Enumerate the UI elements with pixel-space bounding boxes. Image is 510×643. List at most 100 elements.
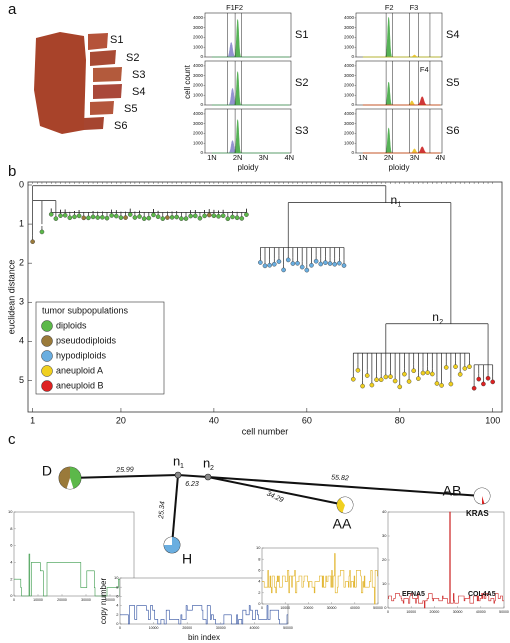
y-axis-label: euclidean distance xyxy=(6,260,16,335)
clone-slice xyxy=(342,497,353,513)
leaf xyxy=(211,213,217,219)
leaf xyxy=(39,229,45,235)
leaf xyxy=(48,212,54,217)
histogram-frame xyxy=(355,12,443,58)
x-tick-label: 30000 xyxy=(216,626,226,630)
histogram-frame xyxy=(355,108,443,154)
leaf xyxy=(448,381,454,387)
leaf xyxy=(225,216,231,222)
leaf xyxy=(281,267,286,273)
y-tick-label: 10 xyxy=(8,509,13,514)
y-tick-label: 4000 xyxy=(344,63,355,68)
clone-slice xyxy=(336,498,345,513)
tree-edge xyxy=(171,474,179,546)
y-tick-label: 10 xyxy=(114,575,119,580)
y-tick-label: 1000 xyxy=(193,140,204,145)
leaf xyxy=(481,381,486,387)
y-tick-label: 10 xyxy=(256,545,261,550)
legend-box xyxy=(35,301,165,395)
histogram-peak xyxy=(211,42,290,58)
histogram-peak xyxy=(362,81,441,106)
fraction-label: F2 xyxy=(234,3,243,12)
leaf xyxy=(174,214,180,220)
x-tick-label: 30000 xyxy=(81,598,91,602)
section-label: S3 xyxy=(132,69,145,81)
leaf xyxy=(397,384,403,390)
leaf xyxy=(239,216,245,221)
leaf xyxy=(113,213,119,219)
x-tick-label: 10000 xyxy=(406,610,416,614)
leaf xyxy=(350,376,356,382)
y-tick-label: 20 xyxy=(382,557,387,562)
copy-number-trace xyxy=(262,553,378,605)
x-tick-label: 30000 xyxy=(327,606,337,610)
y-axis-label: copy number xyxy=(99,578,108,625)
copy-number-trace xyxy=(388,511,504,609)
histogram-peak xyxy=(211,140,290,154)
x-tick-label: 2N xyxy=(233,153,243,162)
x-axis-label: bin index xyxy=(188,633,220,642)
y-tick-label: 10 xyxy=(382,581,387,586)
y-tick-label: 4000 xyxy=(344,15,355,20)
leaf xyxy=(309,263,314,268)
x-tick-label: 50000 xyxy=(499,610,509,614)
x-tick-label: 0 xyxy=(387,610,389,614)
leaf xyxy=(383,374,389,380)
histogram-peak xyxy=(211,71,290,106)
leaf xyxy=(76,213,82,219)
histogram-peak xyxy=(211,119,290,154)
y-tick-label: 8 xyxy=(116,584,119,589)
leaf xyxy=(151,212,156,218)
clone-slice xyxy=(70,467,81,489)
y-tick-label: 2 xyxy=(19,258,24,268)
y-tick-label: 1000 xyxy=(193,92,204,97)
tree-edge xyxy=(177,474,209,478)
x-tick-label: 20000 xyxy=(304,606,314,610)
leaf xyxy=(169,215,175,220)
leaf xyxy=(485,375,491,381)
y-tick-label: 4000 xyxy=(344,111,355,116)
x-tick-label: 50000 xyxy=(373,606,383,610)
gene-label: COL4A5 xyxy=(468,591,496,598)
leaf xyxy=(462,366,468,371)
histogram-peak xyxy=(362,54,441,58)
y-tick-label: 2000 xyxy=(193,83,204,88)
leaf xyxy=(197,215,203,221)
copy-number-trace xyxy=(120,605,288,625)
leaf xyxy=(434,381,440,386)
leaf xyxy=(244,212,249,217)
node-label: n xyxy=(390,193,397,207)
y-tick-label: 30 xyxy=(382,533,387,538)
x-tick-label: 100 xyxy=(485,415,500,425)
x-tick-label: 80 xyxy=(395,415,405,425)
tree-edge xyxy=(207,476,483,497)
clone-slice xyxy=(66,478,74,490)
leaf xyxy=(104,215,110,221)
gene-label: KRAS xyxy=(466,509,489,518)
tissue-slice xyxy=(93,67,122,82)
legend-label: aneuploid B xyxy=(56,380,104,390)
x-tick-label: 40 xyxy=(209,415,219,425)
x-tick-label: 10000 xyxy=(149,626,159,630)
node-index: 2 xyxy=(210,465,214,472)
leaf xyxy=(332,261,338,267)
leaf xyxy=(206,212,212,218)
legend-swatch xyxy=(41,335,53,347)
branch-node xyxy=(174,471,182,479)
section-label: S1 xyxy=(110,34,123,46)
tissue-slice xyxy=(93,84,122,99)
section-label: S3 xyxy=(295,125,308,137)
y-tick-label: 1000 xyxy=(344,140,355,145)
y-tick-label: 3000 xyxy=(193,121,204,126)
y-axis-label: cell count xyxy=(183,64,192,99)
gene-label: EFNA5 xyxy=(402,591,425,598)
tissue-slice xyxy=(88,33,108,50)
leaf xyxy=(416,376,421,381)
x-axis-label: ploidy xyxy=(238,163,259,172)
panel-label: b xyxy=(8,163,16,180)
section-label: S6 xyxy=(446,125,459,137)
y-tick-label: 6 xyxy=(258,567,261,572)
leaf xyxy=(160,216,166,221)
legend-swatch xyxy=(41,320,53,332)
x-tick-label: 4N xyxy=(284,153,294,162)
